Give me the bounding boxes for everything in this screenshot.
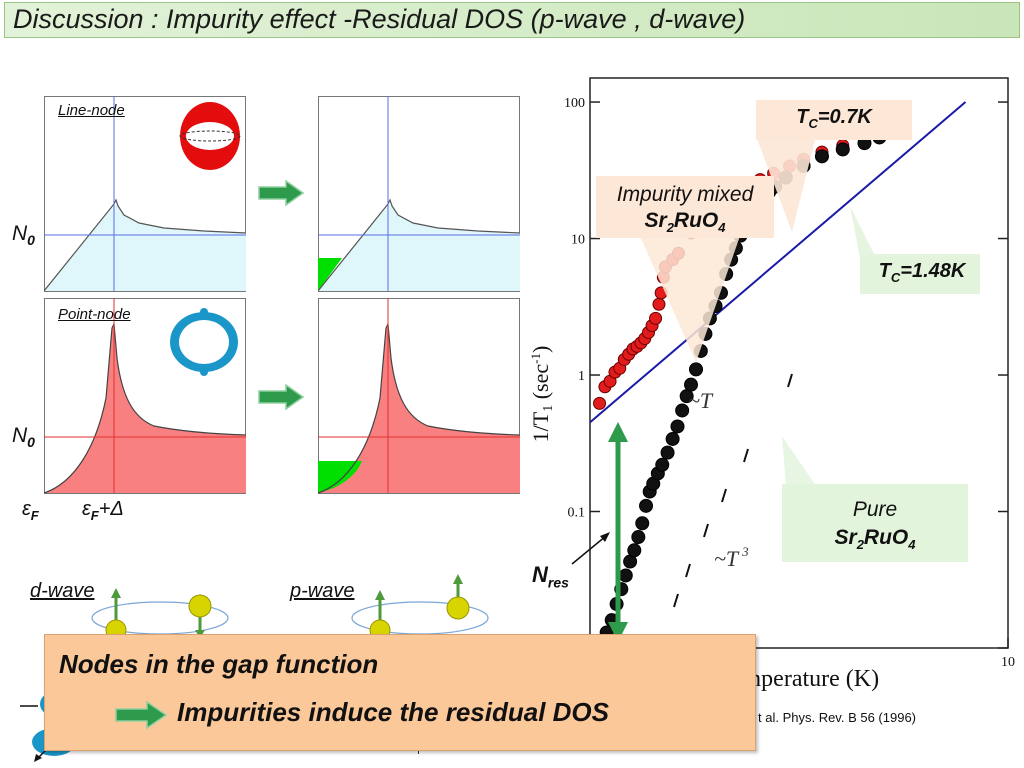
- line-node-label: Line-node: [58, 102, 125, 119]
- pure-data-point: [675, 403, 690, 418]
- point-node-gap-icon: [170, 308, 238, 376]
- n0-label-bottom: N0: [12, 424, 35, 451]
- impurity-data-point: [649, 311, 663, 325]
- pure-data-point: [689, 362, 704, 377]
- slide-title: Discussion : Impurity effect -Residual D…: [13, 4, 746, 34]
- linear-t-annotation: ~T: [688, 388, 714, 413]
- pure-data-point: [835, 142, 850, 157]
- pure-data-point: [639, 498, 654, 513]
- line-node-gap-icon: [179, 102, 241, 170]
- summary-box: Nodes in the gap function Impurities ind…: [44, 634, 756, 751]
- linear-fit-line: [589, 101, 967, 424]
- chart-callouts: [596, 100, 980, 562]
- y-tick-label: 10: [571, 233, 585, 248]
- arrow-right-icon: [258, 180, 304, 206]
- pure-data-point: [655, 457, 670, 472]
- point-node-impurity-dos-panel: [318, 298, 520, 494]
- y-tick-label: 1: [578, 369, 585, 384]
- summary-line-2: Impurities induce the residual DOS: [177, 697, 609, 727]
- pure-data-point: [814, 149, 829, 164]
- pure-data-point: [627, 543, 642, 558]
- eps-f-label: εF: [22, 498, 39, 523]
- slide-title-bar: Discussion : Impurity effect -Residual D…: [4, 2, 1020, 38]
- y-tick-label: 100: [564, 96, 585, 111]
- pure-sample-label: Pure Sr2RuO4: [834, 498, 916, 553]
- t3-trend-dashes: [673, 373, 793, 608]
- line-node-dos-panel: [44, 96, 246, 292]
- y-tick-label: 0.1: [568, 506, 586, 521]
- p-wave-pair-illustration: [351, 574, 489, 638]
- p-wave-label: p-wave: [290, 580, 355, 602]
- tc-07-label: TC=0.7K: [796, 106, 872, 131]
- t-cubed-annotation: ~T 3: [714, 544, 749, 571]
- d-wave-label: d-wave: [30, 580, 95, 602]
- residual-dos-arrow: [571, 422, 628, 642]
- summary-line-1: Nodes in the gap function: [59, 649, 379, 679]
- chart-fit-line-group: [589, 101, 967, 424]
- line-node-impurity-dos-panel: [318, 96, 520, 292]
- y-axis-label: 1/T1 (sec-1): [528, 346, 556, 443]
- tc-148-label: TC=1.48K: [878, 260, 966, 285]
- pure-data-point: [631, 530, 646, 545]
- reference-citation: t al. Phys. Rev. B 56 (1996): [758, 710, 916, 725]
- pure-data-point: [660, 445, 675, 460]
- x-tick-label: 10: [1001, 655, 1015, 670]
- d-wave-pair-illustration: [91, 588, 229, 638]
- pure-data-point: [635, 516, 650, 531]
- eps-f-delta-label: εF+Δ: [82, 498, 124, 523]
- impurity-mixed-label: Impurity mixed Sr2RuO4: [616, 183, 754, 236]
- arrow-right-icon: [258, 384, 304, 410]
- n0-label-top: N0: [12, 222, 35, 249]
- pure-data-point: [665, 431, 680, 446]
- impurity-data-point: [593, 396, 607, 410]
- point-node-dos-panel: [44, 298, 246, 494]
- n-res-label: Nres: [532, 562, 569, 591]
- pure-data-point: [670, 419, 685, 434]
- point-node-label: Point-node: [58, 306, 131, 323]
- pure-data-point: [684, 377, 699, 392]
- arrow-right-icon: [115, 701, 167, 729]
